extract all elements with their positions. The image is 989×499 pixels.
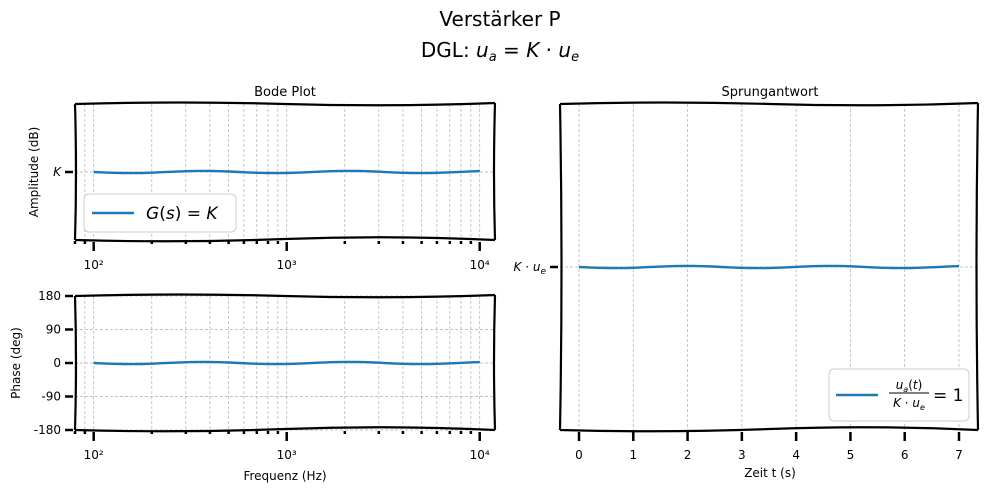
phase-panel: 10² 10³ 10⁴ 180 90 0 -90 -180 Phase (deg) Freq…	[9, 289, 497, 483]
x-tick-label: 10³	[277, 448, 297, 462]
phase-y-label: Phase (deg)	[9, 327, 23, 399]
step-series-line	[578, 264, 960, 270]
x-tick-label: 5	[847, 448, 855, 462]
phase-spines	[73, 293, 497, 433]
amplitude-spines	[73, 101, 497, 243]
x-tick-label: 4	[792, 448, 800, 462]
phase-x-ticks: 10² 10³ 10⁴	[73, 431, 490, 462]
y-tick-label: 90	[46, 323, 61, 337]
x-tick-label: 10⁴	[470, 448, 490, 462]
y-tick-label: -90	[41, 390, 61, 404]
step-legend-box	[828, 368, 970, 422]
x-tick-label: 2	[684, 448, 692, 462]
step-x-label: Zeit t (s)	[744, 466, 796, 480]
y-tick-label: K	[53, 165, 62, 179]
phase-series-line	[93, 360, 480, 366]
x-tick-label: 10²	[84, 448, 104, 462]
x-tick-label: 10²	[84, 258, 104, 272]
phase-y-ticks: 180 90 0 -90 -180	[34, 289, 73, 437]
x-tick-label: 7	[955, 448, 963, 462]
amplitude-legend-box	[83, 193, 237, 233]
phase-x-label: Frequenz (Hz)	[243, 469, 326, 483]
x-tick-label: 0	[575, 448, 583, 462]
amplitude-panel-title: Bode Plot	[254, 85, 316, 100]
amplitude-series-line	[93, 169, 480, 175]
y-tick-label: 180	[38, 289, 61, 303]
amplitude-legend-label: G(s) = K	[146, 204, 219, 224]
amplitude-y-ticks: K	[53, 165, 73, 179]
x-tick-label: 6	[901, 448, 909, 462]
svg-text:ua(t): ua(t)	[896, 378, 923, 394]
amplitude-x-ticks: 10² 10³ 10⁴	[73, 241, 490, 272]
step-x-ticks: 0 1 2 3 4 5 6 7	[575, 432, 963, 462]
x-tick-label: 3	[738, 448, 746, 462]
svg-text:= 1: = 1	[933, 386, 963, 406]
y-tick-label: K · ue	[514, 260, 547, 277]
amplitude-legend: G(s) = K	[83, 193, 237, 233]
step-spines	[558, 101, 980, 433]
figure-title: Verstärker P	[439, 7, 560, 31]
x-tick-label: 10³	[277, 258, 297, 272]
step-legend: ua(t) K · ue = 1	[828, 368, 970, 422]
y-tick-label: 0	[53, 356, 61, 370]
x-tick-label: 10⁴	[470, 258, 490, 272]
x-tick-label: 1	[629, 448, 637, 462]
step-y-ticks: K · ue	[514, 260, 558, 277]
svg-text:K · ue: K · ue	[893, 396, 925, 412]
step-legend-label: ua(t) K · ue = 1	[889, 378, 963, 412]
amplitude-y-label: Amplitude (dB)	[27, 127, 41, 218]
y-tick-label: -180	[34, 423, 61, 437]
figure-subtitle: DGL: ua = K · ue	[421, 38, 579, 65]
step-panel: Sprungantwort 0 1 2 3 4 5 6 7 K · ue Zeit t (s)…	[514, 85, 980, 480]
amplitude-panel: Bode Plot 10² 10³ 10⁴ K Amplitude (dB) G(s…	[27, 85, 497, 272]
step-panel-title: Sprungantwort	[722, 85, 819, 100]
